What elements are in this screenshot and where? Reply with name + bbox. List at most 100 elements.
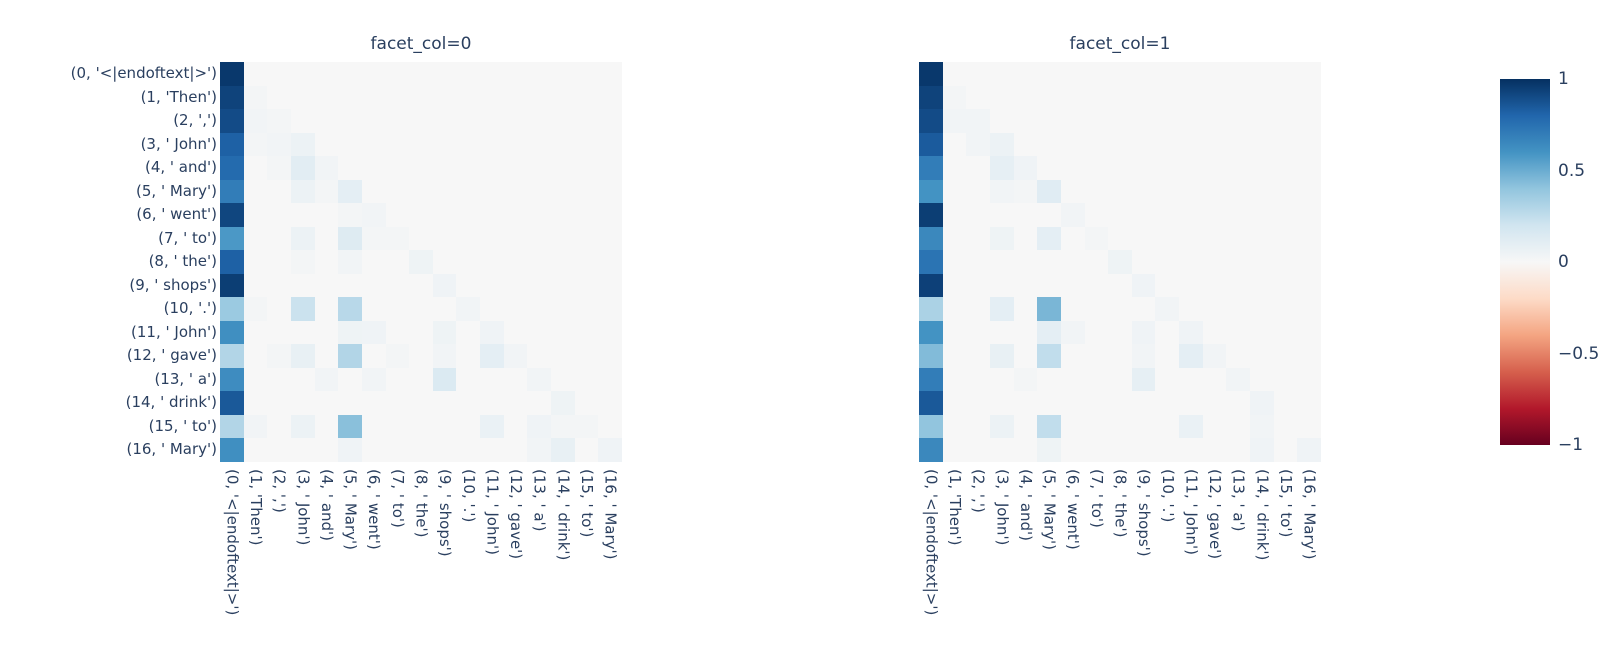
heatmap-cell[interactable]: [503, 203, 528, 227]
heatmap-cell[interactable]: [1250, 62, 1274, 86]
heatmap-cell[interactable]: [432, 85, 457, 110]
heatmap-cell[interactable]: [1084, 414, 1109, 439]
heatmap-cell[interactable]: [551, 344, 575, 368]
heatmap-cell[interactable]: [220, 85, 244, 110]
heatmap-cell[interactable]: [409, 132, 433, 157]
heatmap-cell[interactable]: [385, 156, 410, 180]
heatmap-cell[interactable]: [527, 414, 552, 439]
heatmap-cell[interactable]: [220, 132, 244, 157]
heatmap-cell[interactable]: [919, 367, 943, 392]
heatmap-cell[interactable]: [1273, 367, 1298, 392]
heatmap-cell[interactable]: [1155, 438, 1180, 462]
heatmap-cell[interactable]: [480, 226, 504, 251]
heatmap-cell[interactable]: [1108, 62, 1132, 86]
heatmap-cell[interactable]: [385, 109, 410, 133]
heatmap-cell[interactable]: [503, 320, 528, 345]
heatmap-cell[interactable]: [1202, 109, 1227, 133]
heatmap-cell[interactable]: [966, 367, 990, 392]
heatmap-cell[interactable]: [1131, 391, 1156, 415]
heatmap-cell[interactable]: [503, 391, 528, 415]
heatmap-cell[interactable]: [1273, 132, 1298, 157]
heatmap-cell[interactable]: [1013, 156, 1038, 180]
heatmap-cell[interactable]: [551, 320, 575, 345]
heatmap-cell[interactable]: [385, 391, 410, 415]
heatmap-cell[interactable]: [527, 132, 552, 157]
heatmap-cell[interactable]: [598, 156, 622, 180]
heatmap-cell[interactable]: [456, 179, 481, 204]
heatmap-cell[interactable]: [243, 273, 268, 298]
heatmap-cell[interactable]: [1060, 226, 1085, 251]
heatmap-cell[interactable]: [1131, 109, 1156, 133]
heatmap-cell[interactable]: [1155, 391, 1180, 415]
heatmap-cell[interactable]: [1037, 438, 1061, 462]
heatmap-cell[interactable]: [598, 367, 622, 392]
heatmap-cell[interactable]: [267, 156, 291, 180]
heatmap-cell[interactable]: [942, 414, 967, 439]
heatmap-cell[interactable]: [1037, 179, 1061, 204]
heatmap-cell[interactable]: [503, 438, 528, 462]
heatmap-cell[interactable]: [598, 179, 622, 204]
heatmap-cell[interactable]: [1226, 62, 1251, 86]
heatmap-cell[interactable]: [1037, 391, 1061, 415]
heatmap-cell[interactable]: [989, 109, 1014, 133]
heatmap-cell[interactable]: [1131, 156, 1156, 180]
heatmap-cell[interactable]: [1179, 156, 1203, 180]
heatmap-cell[interactable]: [409, 250, 433, 274]
heatmap-cell[interactable]: [1273, 297, 1298, 321]
heatmap-cell[interactable]: [989, 250, 1014, 274]
heatmap-cell[interactable]: [1013, 226, 1038, 251]
heatmap-cell[interactable]: [314, 226, 339, 251]
heatmap-cell[interactable]: [966, 273, 990, 298]
heatmap-cell[interactable]: [527, 85, 552, 110]
heatmap-cell[interactable]: [267, 226, 291, 251]
heatmap-cell[interactable]: [385, 367, 410, 392]
heatmap-cell[interactable]: [1013, 203, 1038, 227]
heatmap-cell[interactable]: [1273, 320, 1298, 345]
heatmap-cell[interactable]: [1179, 414, 1203, 439]
heatmap-cell[interactable]: [1179, 320, 1203, 345]
heatmap-cell[interactable]: [1297, 414, 1321, 439]
heatmap-cell[interactable]: [1013, 438, 1038, 462]
heatmap-cell[interactable]: [942, 62, 967, 86]
heatmap-cell[interactable]: [456, 414, 481, 439]
heatmap-cell[interactable]: [1013, 414, 1038, 439]
heatmap-cell[interactable]: [919, 226, 943, 251]
heatmap-cell[interactable]: [1131, 85, 1156, 110]
heatmap-cell[interactable]: [1037, 320, 1061, 345]
heatmap-cell[interactable]: [919, 273, 943, 298]
heatmap-cell[interactable]: [1084, 62, 1109, 86]
heatmap-cell[interactable]: [220, 320, 244, 345]
heatmap-cell[interactable]: [1108, 156, 1132, 180]
heatmap-cell[interactable]: [361, 156, 386, 180]
heatmap-cell[interactable]: [1250, 85, 1274, 110]
heatmap-cell[interactable]: [338, 367, 362, 392]
heatmap-cell[interactable]: [966, 109, 990, 133]
heatmap-cell[interactable]: [574, 344, 599, 368]
heatmap-cell[interactable]: [574, 250, 599, 274]
heatmap-cell[interactable]: [267, 344, 291, 368]
heatmap-cell[interactable]: [551, 226, 575, 251]
heatmap-cell[interactable]: [527, 297, 552, 321]
heatmap-cell[interactable]: [966, 203, 990, 227]
heatmap-cell[interactable]: [361, 109, 386, 133]
heatmap-cell[interactable]: [942, 344, 967, 368]
heatmap-cell[interactable]: [1155, 132, 1180, 157]
heatmap-cell[interactable]: [480, 132, 504, 157]
heatmap-cell[interactable]: [598, 297, 622, 321]
heatmap-cell[interactable]: [1013, 344, 1038, 368]
heatmap-cell[interactable]: [456, 203, 481, 227]
heatmap-cell[interactable]: [1131, 438, 1156, 462]
heatmap-cell[interactable]: [966, 414, 990, 439]
heatmap-cell[interactable]: [1202, 250, 1227, 274]
heatmap-cell[interactable]: [919, 250, 943, 274]
heatmap-cell[interactable]: [1108, 367, 1132, 392]
heatmap-cell[interactable]: [1013, 109, 1038, 133]
heatmap-cell[interactable]: [1273, 250, 1298, 274]
heatmap-cell[interactable]: [1037, 250, 1061, 274]
heatmap-cell[interactable]: [1013, 320, 1038, 345]
heatmap-cell[interactable]: [598, 344, 622, 368]
heatmap-cell[interactable]: [480, 344, 504, 368]
heatmap-cell[interactable]: [1226, 156, 1251, 180]
heatmap-cell[interactable]: [1297, 226, 1321, 251]
heatmap-cell[interactable]: [1084, 132, 1109, 157]
